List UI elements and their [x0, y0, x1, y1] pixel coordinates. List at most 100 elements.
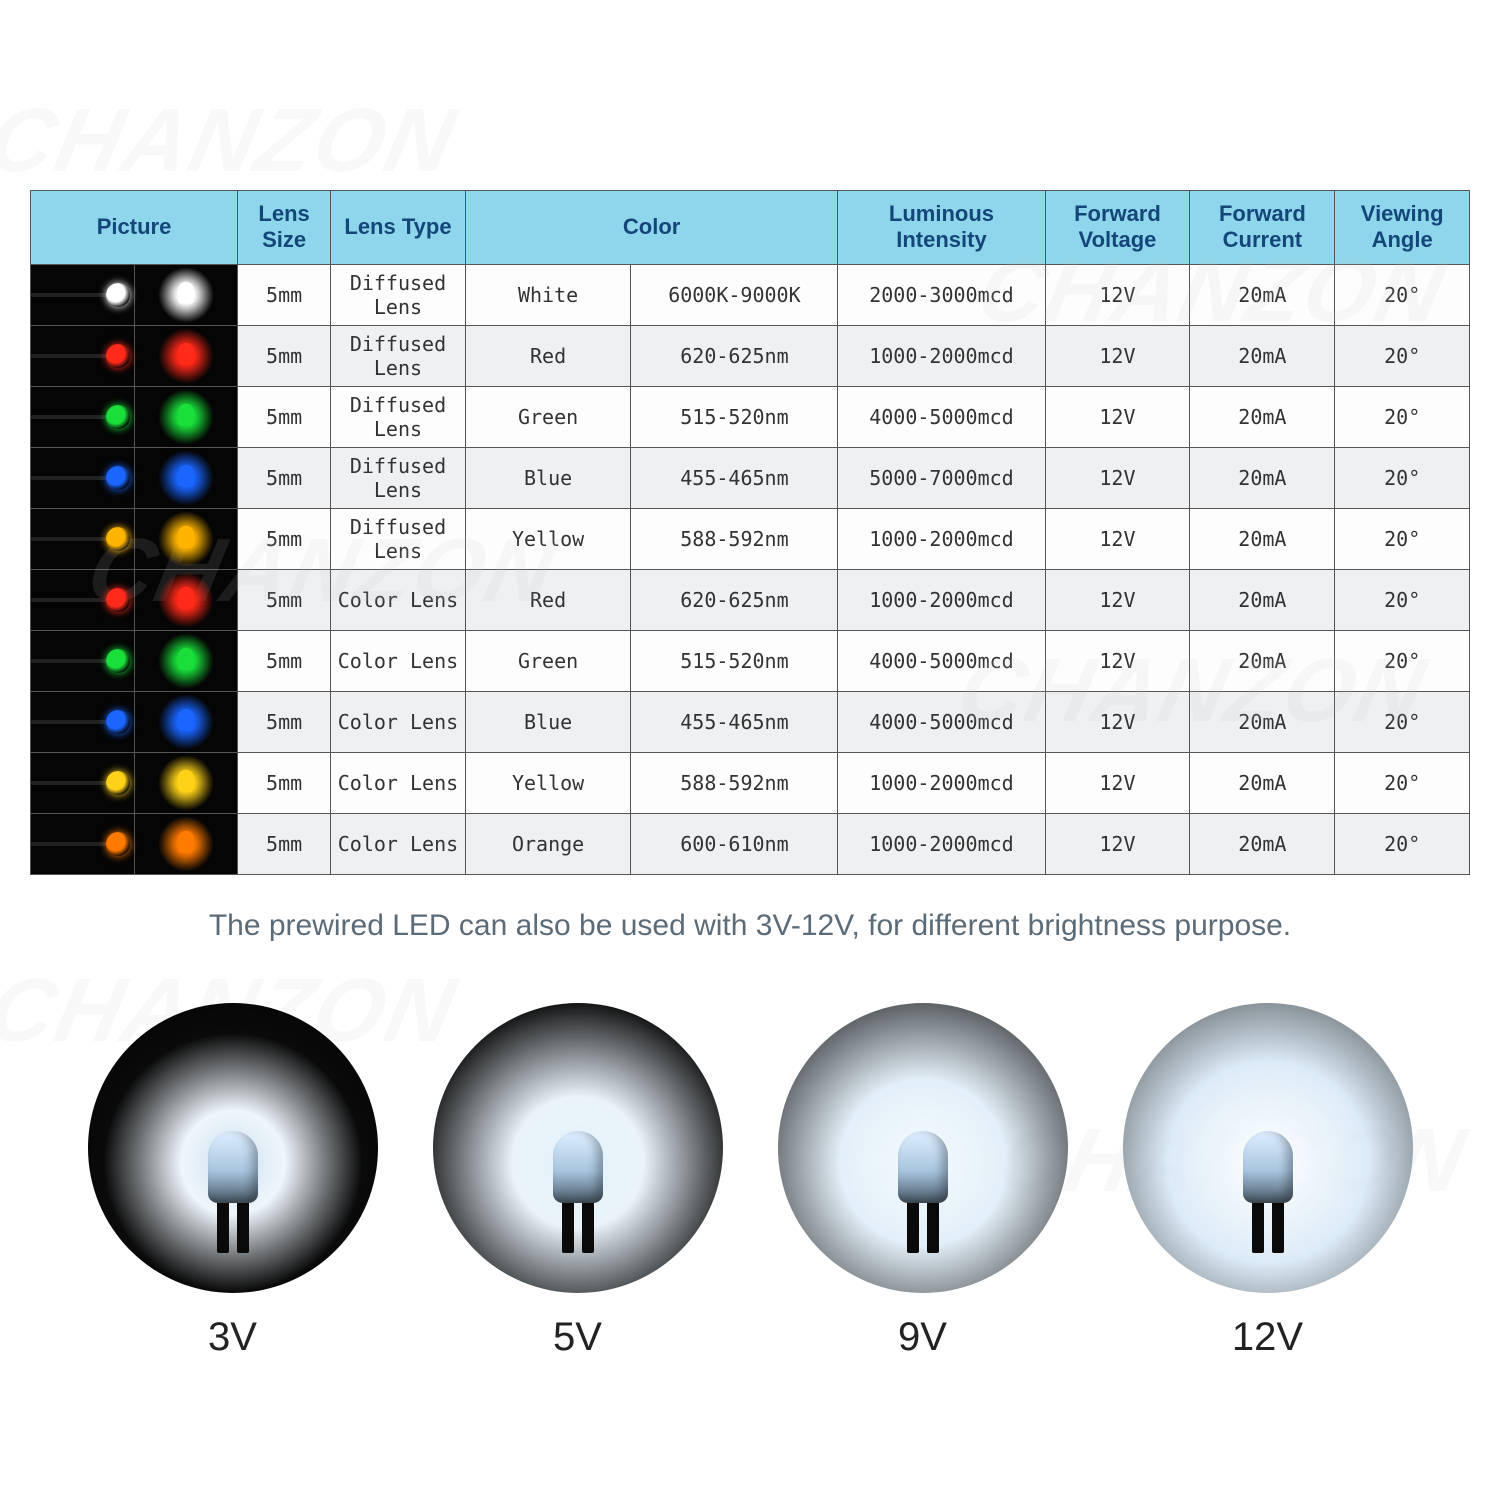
- cell-luminous: 1000-2000mcd: [838, 325, 1045, 386]
- voltage-label: 3V: [88, 1315, 378, 1360]
- cell-viewing-angle: 20°: [1335, 325, 1470, 386]
- th-picture: Picture: [31, 191, 238, 265]
- brightness-item: 3V: [88, 1003, 378, 1360]
- cell-fwd-voltage: 12V: [1045, 325, 1190, 386]
- table-row: 5mmDiffusedLensRed620-625nm1000-2000mcd1…: [31, 325, 1470, 386]
- brightness-item: 5V: [433, 1003, 723, 1360]
- cell-lens-size: 5mm: [238, 508, 331, 569]
- picture-led: [134, 569, 238, 630]
- cell-color-name: Red: [465, 325, 631, 386]
- cell-fwd-voltage: 12V: [1045, 264, 1190, 325]
- picture-wire: [31, 813, 135, 874]
- cell-luminous: 1000-2000mcd: [838, 813, 1045, 874]
- cell-color-name: White: [465, 264, 631, 325]
- th-luminous: Luminous Intensity: [838, 191, 1045, 265]
- cell-fwd-current: 20mA: [1190, 630, 1335, 691]
- cell-lens-type: Color Lens: [331, 691, 466, 752]
- cell-fwd-current: 20mA: [1190, 325, 1335, 386]
- picture-wire: [31, 691, 135, 752]
- cell-color-spec: 588-592nm: [631, 508, 838, 569]
- cell-luminous: 2000-3000mcd: [838, 264, 1045, 325]
- cell-fwd-voltage: 12V: [1045, 386, 1190, 447]
- table-row: 5mmColor LensBlue455-465nm4000-5000mcd12…: [31, 691, 1470, 752]
- cell-color-spec: 600-610nm: [631, 813, 838, 874]
- cell-color-spec: 515-520nm: [631, 386, 838, 447]
- cell-lens-type: DiffusedLens: [331, 447, 466, 508]
- voltage-label: 9V: [778, 1315, 1068, 1360]
- picture-wire: [31, 630, 135, 691]
- brightness-item: 9V: [778, 1003, 1068, 1360]
- voltage-label: 5V: [433, 1315, 723, 1360]
- cell-color-spec: 515-520nm: [631, 630, 838, 691]
- table-row: 5mmDiffusedLensBlue455-465nm5000-7000mcd…: [31, 447, 1470, 508]
- picture-led: [134, 630, 238, 691]
- cell-fwd-current: 20mA: [1190, 569, 1335, 630]
- cell-color-name: Yellow: [465, 752, 631, 813]
- picture-led: [134, 386, 238, 447]
- cell-fwd-voltage: 12V: [1045, 630, 1190, 691]
- table-row: 5mmDiffusedLensWhite6000K-9000K2000-3000…: [31, 264, 1470, 325]
- cell-fwd-current: 20mA: [1190, 691, 1335, 752]
- picture-wire: [31, 569, 135, 630]
- th-fwd-voltage: Forward Voltage: [1045, 191, 1190, 265]
- picture-led: [134, 691, 238, 752]
- cell-color-spec: 455-465nm: [631, 447, 838, 508]
- cell-fwd-voltage: 12V: [1045, 508, 1190, 569]
- cell-lens-size: 5mm: [238, 752, 331, 813]
- cell-color-name: Blue: [465, 447, 631, 508]
- cell-fwd-current: 20mA: [1190, 508, 1335, 569]
- cell-luminous: 4000-5000mcd: [838, 386, 1045, 447]
- cell-lens-size: 5mm: [238, 691, 331, 752]
- cell-color-spec: 620-625nm: [631, 569, 838, 630]
- cell-luminous: 4000-5000mcd: [838, 691, 1045, 752]
- picture-led: [134, 264, 238, 325]
- cell-lens-size: 5mm: [238, 447, 331, 508]
- cell-viewing-angle: 20°: [1335, 752, 1470, 813]
- picture-led: [134, 508, 238, 569]
- cell-color-name: Green: [465, 630, 631, 691]
- cell-color-name: Green: [465, 386, 631, 447]
- picture-wire: [31, 264, 135, 325]
- cell-fwd-current: 20mA: [1190, 813, 1335, 874]
- cell-color-spec: 6000K-9000K: [631, 264, 838, 325]
- cell-luminous: 1000-2000mcd: [838, 569, 1045, 630]
- cell-lens-type: Color Lens: [331, 752, 466, 813]
- caption-text: The prewired LED can also be used with 3…: [30, 909, 1470, 943]
- picture-wire: [31, 752, 135, 813]
- cell-viewing-angle: 20°: [1335, 386, 1470, 447]
- cell-viewing-angle: 20°: [1335, 569, 1470, 630]
- cell-lens-type: DiffusedLens: [331, 325, 466, 386]
- th-lens-size: Lens Size: [238, 191, 331, 265]
- cell-fwd-current: 20mA: [1190, 386, 1335, 447]
- cell-lens-size: 5mm: [238, 325, 331, 386]
- cell-color-spec: 455-465nm: [631, 691, 838, 752]
- cell-lens-size: 5mm: [238, 386, 331, 447]
- table-row: 5mmDiffusedLensYellow588-592nm1000-2000m…: [31, 508, 1470, 569]
- th-fwd-current: Forward Current: [1190, 191, 1335, 265]
- cell-luminous: 1000-2000mcd: [838, 508, 1045, 569]
- picture-led: [134, 447, 238, 508]
- picture-wire: [31, 508, 135, 569]
- cell-viewing-angle: 20°: [1335, 447, 1470, 508]
- cell-lens-size: 5mm: [238, 569, 331, 630]
- th-viewing: Viewing Angle: [1335, 191, 1470, 265]
- brightness-disc: [778, 1003, 1068, 1293]
- cell-color-spec: 588-592nm: [631, 752, 838, 813]
- cell-lens-size: 5mm: [238, 813, 331, 874]
- cell-viewing-angle: 20°: [1335, 813, 1470, 874]
- cell-fwd-voltage: 12V: [1045, 447, 1190, 508]
- cell-fwd-current: 20mA: [1190, 264, 1335, 325]
- cell-fwd-voltage: 12V: [1045, 752, 1190, 813]
- led-spec-table: Picture Lens Size Lens Type Color Lumino…: [30, 190, 1470, 875]
- cell-viewing-angle: 20°: [1335, 264, 1470, 325]
- cell-luminous: 4000-5000mcd: [838, 630, 1045, 691]
- brightness-item: 12V: [1123, 1003, 1413, 1360]
- cell-color-name: Orange: [465, 813, 631, 874]
- cell-viewing-angle: 20°: [1335, 508, 1470, 569]
- picture-led: [134, 752, 238, 813]
- picture-wire: [31, 325, 135, 386]
- cell-lens-size: 5mm: [238, 630, 331, 691]
- th-lens-type: Lens Type: [331, 191, 466, 265]
- cell-luminous: 5000-7000mcd: [838, 447, 1045, 508]
- cell-fwd-current: 20mA: [1190, 447, 1335, 508]
